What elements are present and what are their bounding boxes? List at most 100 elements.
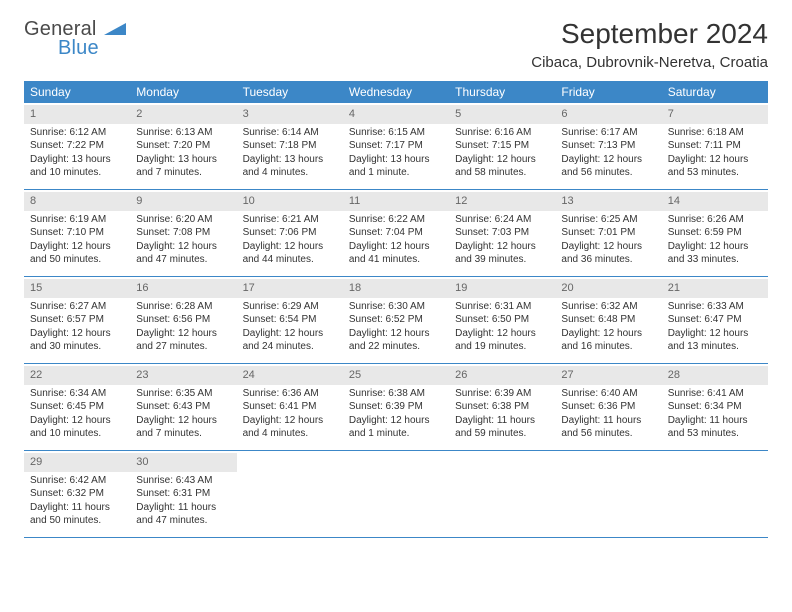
day-cell: 20Sunrise: 6:32 AMSunset: 6:48 PMDayligh… bbox=[555, 277, 661, 363]
weekday-monday: Monday bbox=[130, 81, 236, 103]
day-number-band: 15 bbox=[24, 279, 130, 298]
weekday-tuesday: Tuesday bbox=[237, 81, 343, 103]
weekday-friday: Friday bbox=[555, 81, 661, 103]
day-number: 24 bbox=[243, 368, 337, 383]
daylight-line: Daylight: 12 hours and 44 minutes. bbox=[243, 240, 337, 267]
day-cell: 12Sunrise: 6:24 AMSunset: 7:03 PMDayligh… bbox=[449, 190, 555, 276]
day-number: 11 bbox=[349, 194, 443, 209]
sunset-line: Sunset: 7:03 PM bbox=[455, 226, 549, 240]
day-cell: 9Sunrise: 6:20 AMSunset: 7:08 PMDaylight… bbox=[130, 190, 236, 276]
sunset-line: Sunset: 6:50 PM bbox=[455, 313, 549, 327]
day-cell: 26Sunrise: 6:39 AMSunset: 6:38 PMDayligh… bbox=[449, 364, 555, 450]
sunrise-line: Sunrise: 6:16 AM bbox=[455, 126, 549, 140]
day-number-band: 12 bbox=[449, 192, 555, 211]
day-number-band: 10 bbox=[237, 192, 343, 211]
day-number-band: 21 bbox=[662, 279, 768, 298]
daylight-line: Daylight: 12 hours and 41 minutes. bbox=[349, 240, 443, 267]
logo-triangle-icon bbox=[104, 18, 126, 40]
sunset-line: Sunset: 6:43 PM bbox=[136, 400, 230, 414]
day-number: 12 bbox=[455, 194, 549, 209]
day-cell: 13Sunrise: 6:25 AMSunset: 7:01 PMDayligh… bbox=[555, 190, 661, 276]
sunset-line: Sunset: 7:08 PM bbox=[136, 226, 230, 240]
day-number: 21 bbox=[668, 281, 762, 296]
sunset-line: Sunset: 6:52 PM bbox=[349, 313, 443, 327]
day-number-band: 16 bbox=[130, 279, 236, 298]
week-row: 29Sunrise: 6:42 AMSunset: 6:32 PMDayligh… bbox=[24, 451, 768, 538]
weekday-sunday: Sunday bbox=[24, 81, 130, 103]
sunrise-line: Sunrise: 6:25 AM bbox=[561, 213, 655, 227]
daylight-line: Daylight: 12 hours and 7 minutes. bbox=[136, 414, 230, 441]
day-cell: 5Sunrise: 6:16 AMSunset: 7:15 PMDaylight… bbox=[449, 103, 555, 189]
day-cell: 24Sunrise: 6:36 AMSunset: 6:41 PMDayligh… bbox=[237, 364, 343, 450]
sunset-line: Sunset: 7:18 PM bbox=[243, 139, 337, 153]
sunrise-line: Sunrise: 6:30 AM bbox=[349, 300, 443, 314]
day-number: 10 bbox=[243, 194, 337, 209]
sunrise-line: Sunrise: 6:29 AM bbox=[243, 300, 337, 314]
day-number-band: 2 bbox=[130, 105, 236, 124]
daylight-line: Daylight: 12 hours and 56 minutes. bbox=[561, 153, 655, 180]
week-row: 8Sunrise: 6:19 AMSunset: 7:10 PMDaylight… bbox=[24, 190, 768, 277]
weeks-container: 1Sunrise: 6:12 AMSunset: 7:22 PMDaylight… bbox=[24, 103, 768, 538]
title-block: September 2024 Cibaca, Dubrovnik-Neretva… bbox=[531, 18, 768, 71]
day-cell: 4Sunrise: 6:15 AMSunset: 7:17 PMDaylight… bbox=[343, 103, 449, 189]
day-cell: 10Sunrise: 6:21 AMSunset: 7:06 PMDayligh… bbox=[237, 190, 343, 276]
sunrise-line: Sunrise: 6:27 AM bbox=[30, 300, 124, 314]
day-number-band: 24 bbox=[237, 366, 343, 385]
sunrise-line: Sunrise: 6:24 AM bbox=[455, 213, 549, 227]
sunset-line: Sunset: 6:54 PM bbox=[243, 313, 337, 327]
sunset-line: Sunset: 7:06 PM bbox=[243, 226, 337, 240]
logo-text-blue: Blue bbox=[58, 37, 126, 60]
day-number: 3 bbox=[243, 107, 337, 122]
location: Cibaca, Dubrovnik-Neretva, Croatia bbox=[531, 54, 768, 71]
sunrise-line: Sunrise: 6:20 AM bbox=[136, 213, 230, 227]
day-cell: 1Sunrise: 6:12 AMSunset: 7:22 PMDaylight… bbox=[24, 103, 130, 189]
day-number: 30 bbox=[136, 455, 230, 470]
day-number: 28 bbox=[668, 368, 762, 383]
daylight-line: Daylight: 13 hours and 4 minutes. bbox=[243, 153, 337, 180]
sunrise-line: Sunrise: 6:19 AM bbox=[30, 213, 124, 227]
sunset-line: Sunset: 7:11 PM bbox=[668, 139, 762, 153]
daylight-line: Daylight: 11 hours and 47 minutes. bbox=[136, 501, 230, 528]
sunrise-line: Sunrise: 6:14 AM bbox=[243, 126, 337, 140]
day-number-band: 6 bbox=[555, 105, 661, 124]
sunrise-line: Sunrise: 6:39 AM bbox=[455, 387, 549, 401]
day-cell: 16Sunrise: 6:28 AMSunset: 6:56 PMDayligh… bbox=[130, 277, 236, 363]
sunset-line: Sunset: 6:34 PM bbox=[668, 400, 762, 414]
logo-text: General Blue bbox=[24, 18, 126, 60]
sunset-line: Sunset: 6:56 PM bbox=[136, 313, 230, 327]
sunrise-line: Sunrise: 6:35 AM bbox=[136, 387, 230, 401]
day-number: 8 bbox=[30, 194, 124, 209]
day-cell: 6Sunrise: 6:17 AMSunset: 7:13 PMDaylight… bbox=[555, 103, 661, 189]
sunset-line: Sunset: 6:41 PM bbox=[243, 400, 337, 414]
sunrise-line: Sunrise: 6:36 AM bbox=[243, 387, 337, 401]
day-cell: 3 Sunrise: 6:14 AMSunset: 7:18 PMDaylight… bbox=[237, 103, 343, 189]
sunrise-line: Sunrise: 6:22 AM bbox=[349, 213, 443, 227]
day-cell: 14Sunrise: 6:26 AMSunset: 6:59 PMDayligh… bbox=[662, 190, 768, 276]
sunrise-line: Sunrise: 6:18 AM bbox=[668, 126, 762, 140]
sunrise-line: Sunrise: 6:28 AM bbox=[136, 300, 230, 314]
daylight-line: Daylight: 12 hours and 22 minutes. bbox=[349, 327, 443, 354]
sunrise-line: Sunrise: 6:12 AM bbox=[30, 126, 124, 140]
weekday-header-row: SundayMondayTuesdayWednesdayThursdayFrid… bbox=[24, 81, 768, 103]
day-number: 7 bbox=[668, 107, 762, 122]
sunrise-line: Sunrise: 6:41 AM bbox=[668, 387, 762, 401]
sunset-line: Sunset: 7:17 PM bbox=[349, 139, 443, 153]
sunrise-line: Sunrise: 6:33 AM bbox=[668, 300, 762, 314]
day-number: 2 bbox=[136, 107, 230, 122]
day-cell: 8Sunrise: 6:19 AMSunset: 7:10 PMDaylight… bbox=[24, 190, 130, 276]
day-number: 15 bbox=[30, 281, 124, 296]
day-number: 26 bbox=[455, 368, 549, 383]
day-number-band: 20 bbox=[555, 279, 661, 298]
weekday-wednesday: Wednesday bbox=[343, 81, 449, 103]
day-number-band: 9 bbox=[130, 192, 236, 211]
sunrise-line: Sunrise: 6:34 AM bbox=[30, 387, 124, 401]
daylight-line: Daylight: 12 hours and 50 minutes. bbox=[30, 240, 124, 267]
day-cell: 7Sunrise: 6:18 AMSunset: 7:11 PMDaylight… bbox=[662, 103, 768, 189]
day-number: 23 bbox=[136, 368, 230, 383]
daylight-line: Daylight: 12 hours and 10 minutes. bbox=[30, 414, 124, 441]
day-number: 6 bbox=[561, 107, 655, 122]
sunset-line: Sunset: 7:13 PM bbox=[561, 139, 655, 153]
day-cell: 17Sunrise: 6:29 AMSunset: 6:54 PMDayligh… bbox=[237, 277, 343, 363]
day-number-band: 1 bbox=[24, 105, 130, 124]
day-number: 5 bbox=[455, 107, 549, 122]
